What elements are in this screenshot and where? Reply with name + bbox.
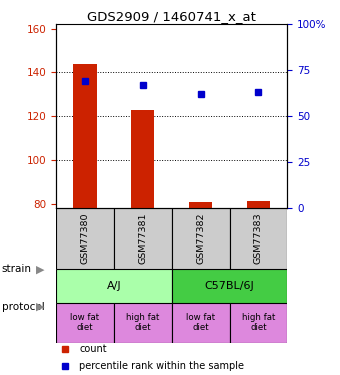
Text: GSM77381: GSM77381	[138, 213, 147, 264]
Text: GSM77380: GSM77380	[81, 213, 89, 264]
Bar	[172, 269, 287, 303]
Bar	[189, 202, 212, 208]
Text: A/J: A/J	[106, 281, 121, 291]
Text: C57BL/6J: C57BL/6J	[205, 281, 254, 291]
Bar	[172, 303, 230, 342]
Text: high fat
diet: high fat diet	[242, 313, 275, 332]
Bar	[114, 303, 172, 342]
Text: strain: strain	[2, 264, 32, 274]
Text: ▶: ▶	[36, 302, 44, 312]
Title: GDS2909 / 1460741_x_at: GDS2909 / 1460741_x_at	[87, 10, 256, 23]
Text: high fat
diet: high fat diet	[126, 313, 159, 332]
Bar	[230, 303, 287, 342]
Text: low fat
diet: low fat diet	[186, 313, 215, 332]
Text: ▶: ▶	[36, 264, 44, 274]
Text: GSM77382: GSM77382	[196, 213, 205, 264]
Text: GSM77383: GSM77383	[254, 213, 263, 264]
Bar	[247, 201, 270, 208]
Bar	[56, 208, 114, 269]
Text: percentile rank within the sample: percentile rank within the sample	[79, 362, 244, 371]
Text: protocol: protocol	[2, 302, 45, 312]
Bar	[131, 110, 154, 208]
Bar	[172, 208, 230, 269]
Bar	[230, 208, 287, 269]
Text: count: count	[79, 344, 107, 354]
Text: low fat
diet: low fat diet	[70, 313, 100, 332]
Bar	[56, 269, 172, 303]
Bar	[56, 303, 114, 342]
Bar	[114, 208, 172, 269]
Bar	[73, 64, 97, 208]
